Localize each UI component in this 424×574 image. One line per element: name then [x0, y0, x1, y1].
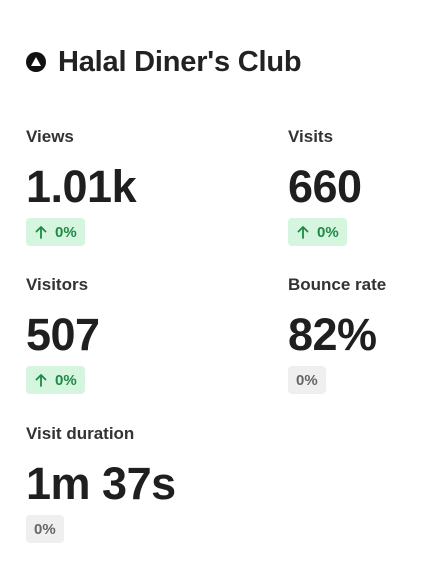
metric-label: Views [26, 127, 74, 146]
metric-label: Visit duration [26, 424, 135, 443]
metric: Visitors 507 0% [26, 274, 226, 394]
up-arrow [297, 226, 309, 239]
metric-value: 1.01k [26, 161, 137, 212]
metric-value: 660 [288, 161, 362, 212]
site-title: Halal Diner's Club [58, 45, 302, 78]
metric-label: Visits [288, 127, 334, 146]
up-arrow [35, 226, 47, 239]
metric: Bounce rate 82% 0% [288, 274, 424, 394]
change-badge: 0% [288, 366, 326, 394]
change-text: 0% [55, 223, 77, 241]
header: Halal Diner's Club [26, 42, 302, 82]
change-text: 0% [317, 223, 339, 241]
change-badge: 0% [26, 218, 85, 246]
metric-value: 1m 37s [26, 458, 176, 509]
metric-value: 507 [26, 309, 100, 360]
change-badge: 0% [288, 218, 347, 246]
change-text: 0% [34, 520, 56, 538]
change-text: 0% [55, 371, 77, 389]
up-arrow [35, 374, 47, 387]
change-text: 0% [296, 371, 318, 389]
site-icon [26, 52, 46, 72]
metric-label: Bounce rate [288, 275, 387, 294]
change-badge: 0% [26, 515, 64, 543]
change-badge: 0% [26, 366, 85, 394]
metric: Views 1.01k 0% [26, 126, 226, 246]
metric-label: Visitors [26, 275, 89, 294]
metric: Visit duration 1m 37s 0% [26, 423, 226, 543]
metric: Visits 660 0% [288, 126, 424, 246]
metric-value: 82% [288, 309, 377, 360]
